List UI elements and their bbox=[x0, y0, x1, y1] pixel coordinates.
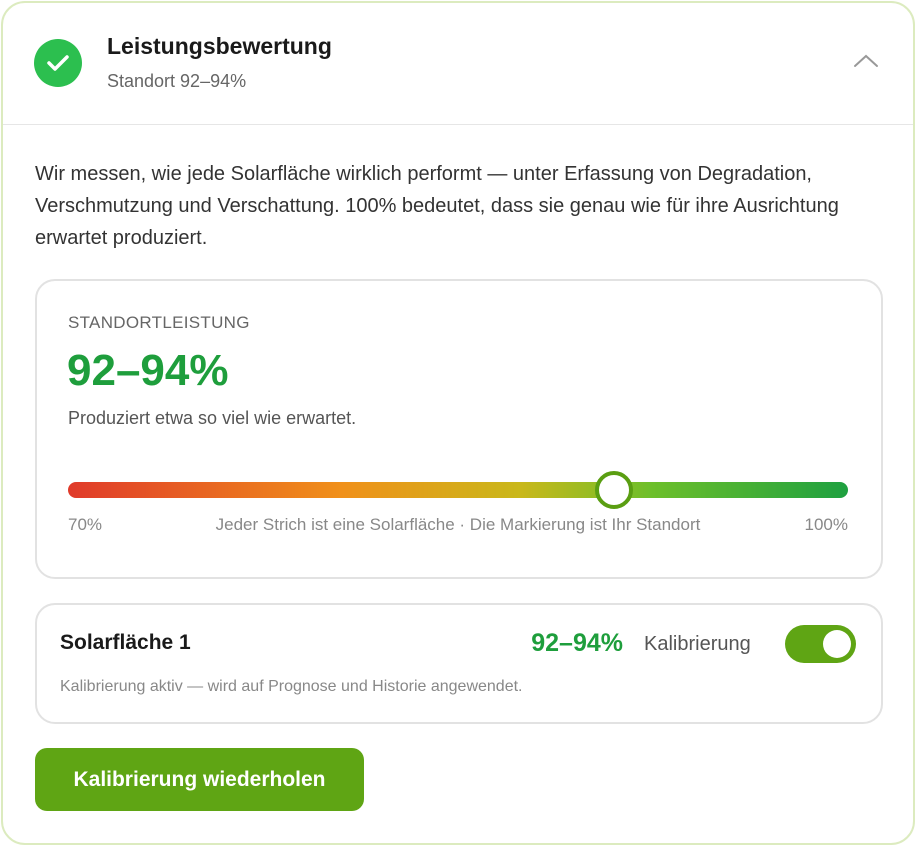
recalibrate-button[interactable]: Kalibrierung wiederholen bbox=[35, 748, 364, 811]
description: Wir messen, wie jede Solarfläche wirklic… bbox=[35, 163, 839, 249]
toggle-knob bbox=[823, 630, 851, 658]
scale-min-label: 70% bbox=[68, 515, 103, 534]
scale-bar bbox=[68, 482, 848, 498]
panel-value: 92–94% bbox=[531, 629, 623, 657]
panel-card bbox=[35, 603, 883, 724]
site-label: STANDORTLEISTUNG bbox=[68, 313, 250, 332]
site-marker bbox=[595, 471, 633, 509]
scale-hint: Jeder Strich ist eine Solarfläche · Die … bbox=[215, 515, 701, 534]
site-card bbox=[35, 279, 883, 579]
header-title: Leistungsbewertung bbox=[107, 33, 332, 59]
panel-name: Solarfläche 1 bbox=[60, 631, 191, 654]
check-icon bbox=[34, 39, 82, 87]
site-value: 92–94% bbox=[67, 346, 229, 395]
site-caption: Produziert etwa so viel wie erwartet. bbox=[68, 408, 357, 428]
scale-max-label: 100% bbox=[804, 515, 848, 534]
header-divider bbox=[3, 124, 913, 125]
calibration-toggle[interactable] bbox=[785, 625, 856, 663]
toggle-label: Kalibrierung bbox=[644, 633, 751, 655]
panel-note: Kalibrierung aktiv — wird auf Prognose u… bbox=[60, 678, 523, 695]
collapse-chevron[interactable] bbox=[851, 52, 881, 72]
header-subtitle: Standort 92–94% bbox=[107, 71, 247, 91]
